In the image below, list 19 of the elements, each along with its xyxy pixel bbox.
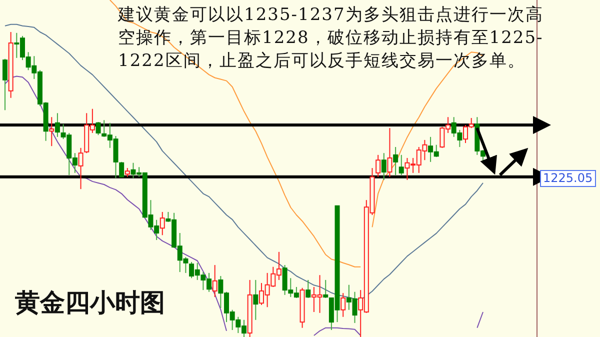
candlestick	[398, 154, 404, 176]
candlestick	[253, 279, 258, 320]
candlestick	[381, 152, 386, 180]
candlestick	[119, 161, 124, 178]
candlestick	[376, 154, 381, 178]
candlestick	[306, 279, 311, 298]
candlestick	[323, 279, 328, 298]
candlestick	[96, 121, 101, 136]
candlestick	[393, 146, 398, 176]
candlestick	[340, 292, 346, 318]
candlestick	[49, 116, 54, 147]
candlestick	[54, 112, 60, 138]
candlestick	[2, 58, 8, 111]
candlestick	[160, 211, 165, 236]
text: 1225.05	[540, 170, 596, 187]
candlestick	[78, 147, 84, 190]
annotation: 黄金四小时图	[15, 287, 165, 319]
candlestick	[387, 128, 392, 178]
candlestick	[212, 264, 218, 298]
